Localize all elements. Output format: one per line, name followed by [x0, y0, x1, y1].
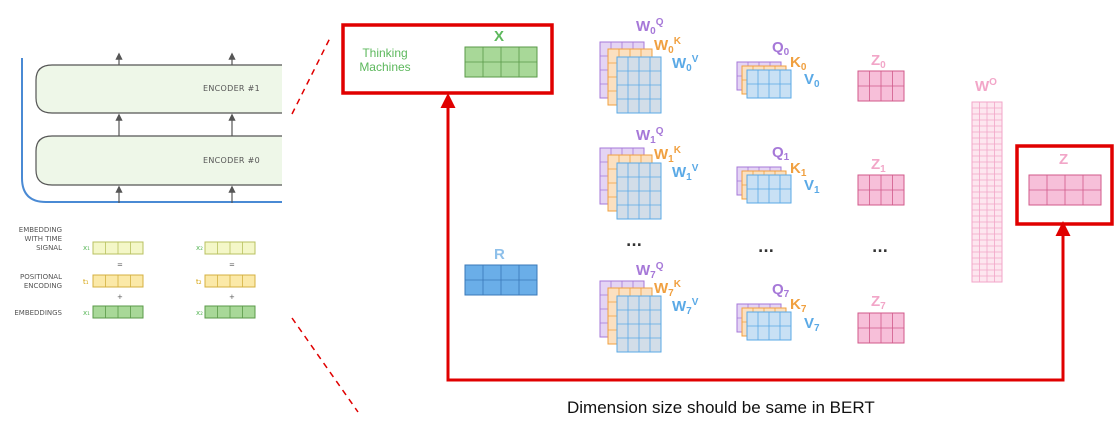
qkv-7-v-matrix: [746, 311, 792, 341]
thinking-machines-label: Thinking Machines: [359, 46, 411, 74]
embedding-time-signal-label: EMBEDDING WITH TIME SIGNAL: [18, 226, 62, 252]
w7q-label: W7Q: [636, 261, 664, 281]
encoder-0-box: [35, 135, 282, 186]
q1-label: Q1: [772, 144, 790, 163]
strip-positional-1: [92, 274, 144, 288]
plus-right: +: [229, 293, 235, 301]
zoom-line-bottom: [291, 317, 359, 413]
x-matrix: [464, 46, 538, 78]
v1-label: V1: [804, 177, 820, 196]
strip-embedding-2: [204, 305, 256, 319]
strip-embedding-1: [92, 305, 144, 319]
v0-label: V0: [804, 71, 820, 90]
equals-right: =: [229, 261, 235, 269]
z7-label: Z7: [871, 293, 886, 312]
z-final-matrix: [1028, 174, 1102, 206]
ellipsis-qkv: ...: [758, 240, 774, 256]
k7-label: K7: [790, 296, 807, 315]
w1v-label: W1V: [672, 163, 699, 183]
w1q-label: W1Q: [636, 126, 664, 146]
z0-matrix: [857, 70, 905, 102]
q7-label: Q7: [772, 281, 790, 300]
head-7-wv-matrix: [616, 295, 662, 353]
input-highlight-box: [341, 23, 554, 95]
output-highlight-box: [1015, 144, 1114, 226]
embeddings-label: EMBEDDINGS: [14, 309, 62, 317]
k0-label: K0: [790, 54, 807, 73]
ellipsis-z: ...: [872, 240, 888, 256]
plus-left: +: [117, 293, 123, 301]
encoder-stack: [21, 52, 282, 203]
qkv-1-v-matrix: [746, 174, 792, 204]
q0-label: Q0: [772, 39, 790, 58]
qkv-0-v-matrix: [746, 69, 792, 99]
equals-left: =: [117, 261, 123, 269]
t1-label: t₁: [83, 278, 89, 286]
x2-time-label: x₂: [196, 244, 203, 252]
z1-matrix: [857, 174, 905, 206]
wo-matrix: [971, 101, 1003, 283]
head-1-wv-matrix: [616, 162, 662, 220]
wo-label: WO: [975, 77, 997, 95]
strip-positional-2: [204, 274, 256, 288]
x2-embed-label: x₂: [196, 309, 203, 317]
t2-label: t₂: [196, 278, 202, 286]
matrix-group: [464, 41, 1102, 353]
zoom-line-top: [291, 37, 331, 115]
head-0-wv-matrix: [616, 56, 662, 114]
w0q-label: W0Q: [636, 17, 664, 37]
w7v-label: W7V: [672, 297, 699, 317]
caption: Dimension size should be same in BERT: [567, 398, 875, 417]
embedding-strips: [92, 241, 256, 319]
w7k-label: W7K: [654, 279, 681, 299]
encoder-1-label: ENCODER #1: [203, 84, 261, 93]
x-label: X: [494, 28, 505, 45]
encoder-1-box: [35, 64, 282, 114]
r-matrix: [464, 264, 538, 296]
z7-matrix: [857, 312, 905, 344]
encoder-bracket: [21, 58, 282, 203]
strip-time-signal-1: [92, 241, 144, 255]
w0k-label: W0K: [654, 36, 681, 56]
w0v-label: W0V: [672, 54, 699, 74]
x1-time-label: x₁: [83, 244, 90, 252]
residual-loop: [440, 93, 1065, 382]
z-final-label: Z: [1059, 151, 1069, 168]
z0-label: Z0: [871, 52, 886, 71]
x1-embed-label: x₁: [83, 309, 90, 317]
ellipsis-heads: ...: [626, 234, 642, 250]
v7-label: V7: [804, 315, 820, 334]
k1-label: K1: [790, 160, 807, 179]
positional-encoding-label: POSITIONAL ENCODING: [19, 273, 62, 290]
r-label: R: [494, 246, 505, 263]
z1-label: Z1: [871, 156, 886, 175]
encoder-0-label: ENCODER #0: [203, 156, 261, 165]
strip-time-signal-2: [204, 241, 256, 255]
w1k-label: W1K: [654, 145, 681, 165]
